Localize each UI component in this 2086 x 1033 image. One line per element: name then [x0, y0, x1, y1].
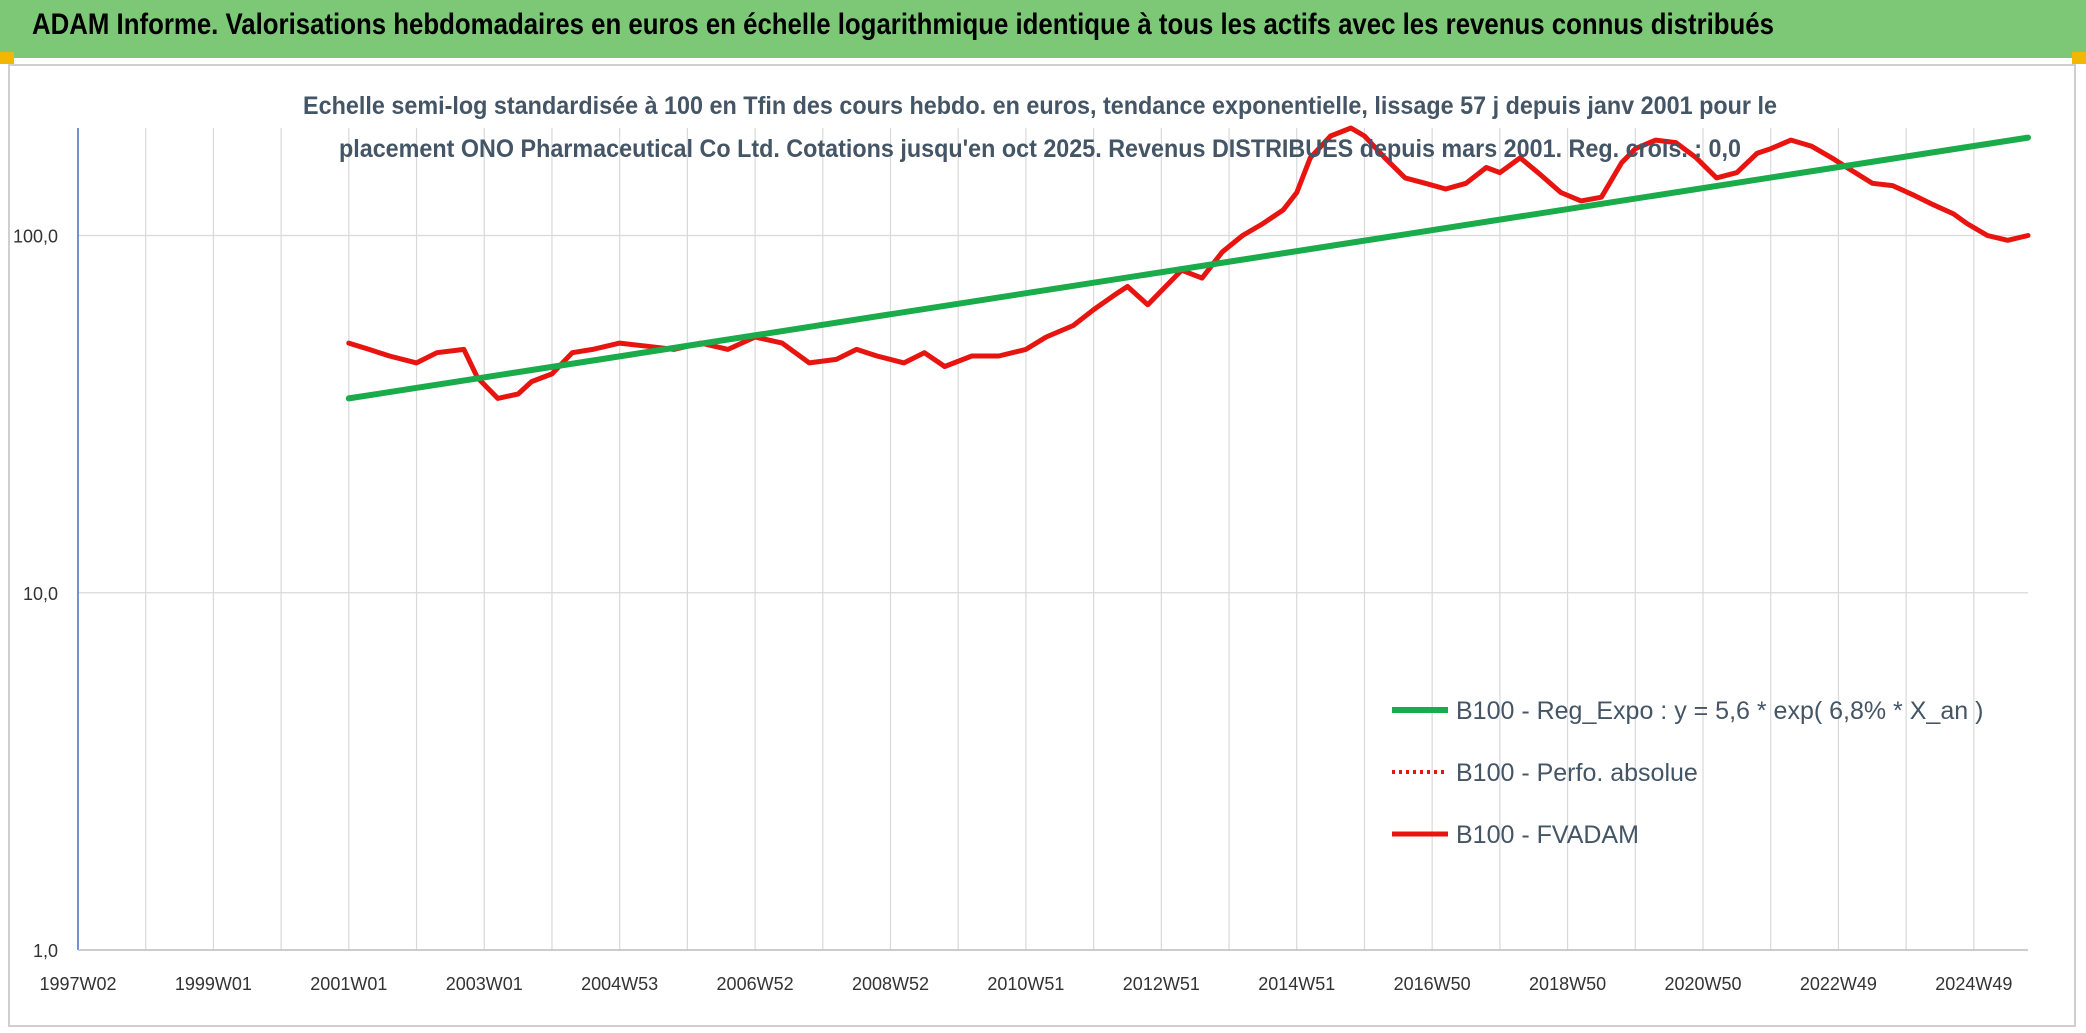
legend-label: B100 - Reg_Expo : y = 5,6 * exp( 6,8% * …: [1456, 697, 1983, 725]
x-tick-label: 2010W51: [987, 974, 1064, 994]
x-tick-label: 2020W50: [1664, 974, 1741, 994]
x-tick-label: 2016W50: [1394, 974, 1471, 994]
legend-label: B100 - Perfo. absolue: [1456, 759, 1698, 787]
axes: 1,0 10,0 100,0 1997W02 1999W01 2001W01 2003W01…: [13, 128, 2028, 994]
corner-marker-left: [0, 52, 14, 64]
header-banner: ADAM Informe. Valorisations hebdomadaire…: [0, 0, 2086, 58]
x-tick-label: 2022W49: [1800, 974, 1877, 994]
chart-subtitle-line: placement ONO Pharmaceutical Co Ltd. Cot…: [339, 135, 1741, 163]
chart-frame: [8, 64, 2076, 1027]
x-tick-label: 2006W52: [717, 974, 794, 994]
y-tick-label: 1,0: [33, 941, 58, 961]
chart-subtitle: Echelle semi-log standardisée à 100 en T…: [303, 92, 1777, 163]
x-tick-label: 1999W01: [175, 974, 252, 994]
x-tick-label: 2024W49: [1935, 974, 2012, 994]
corner-marker-right: [2072, 52, 2086, 64]
x-tick-label: 2001W01: [310, 974, 387, 994]
y-tick-label: 100,0: [13, 227, 58, 247]
legend-label: B100 - FVADAM: [1456, 821, 1639, 849]
legend: B100 - Reg_Expo : y = 5,6 * exp( 6,8% * …: [1392, 697, 1983, 849]
series-line-fvadam: [346, 125, 2031, 401]
grid-lines: [77, 128, 2028, 951]
series-line-reg-expo: [345, 134, 2031, 402]
x-tick-label: 1997W02: [39, 974, 116, 994]
chart-subtitle-line: Echelle semi-log standardisée à 100 en T…: [303, 92, 1777, 120]
x-tick-label: 2014W51: [1258, 974, 1335, 994]
x-tick-label: 2004W53: [581, 974, 658, 994]
x-tick-label: 2008W52: [852, 974, 929, 994]
series-lines: [345, 125, 2031, 402]
x-tick-label: 2012W51: [1123, 974, 1200, 994]
y-tick-label: 10,0: [23, 584, 58, 604]
banner-title: ADAM Informe. Valorisations hebdomadaire…: [32, 8, 1774, 41]
x-tick-label: 2018W50: [1529, 974, 1606, 994]
x-tick-label: 2003W01: [446, 974, 523, 994]
